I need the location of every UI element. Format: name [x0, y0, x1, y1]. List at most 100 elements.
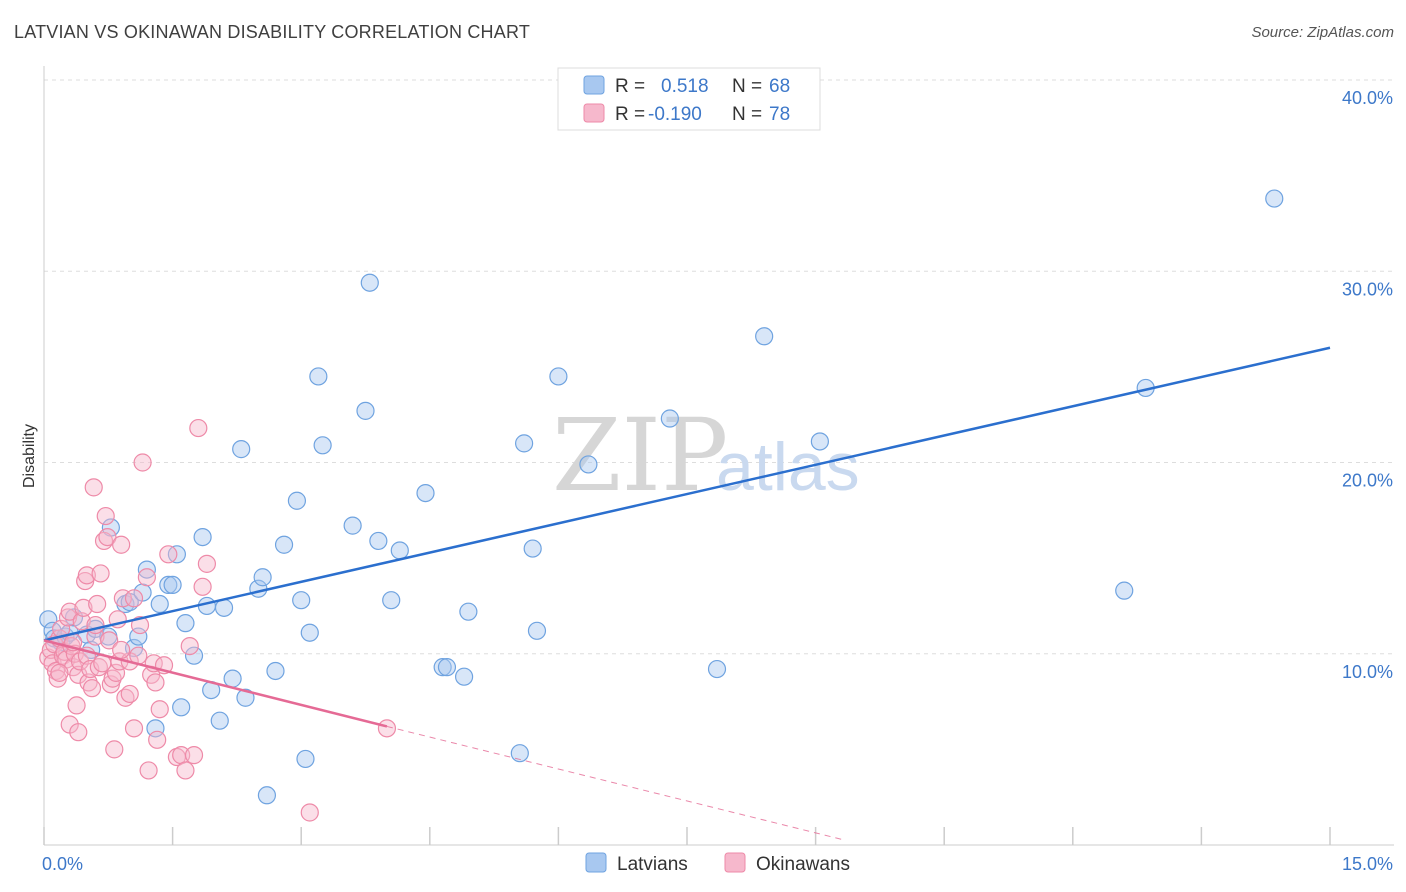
y-tick-label-0: 10.0% [1342, 662, 1393, 682]
okinawans-point-18 [69, 665, 88, 684]
latvians-point-29 [210, 711, 229, 730]
okinawans-point-40 [103, 669, 122, 688]
okinawans-point-69 [189, 418, 208, 438]
latvians-point-20 [159, 575, 178, 595]
bottom-legend: Latvians Okinawans [585, 852, 850, 875]
y-tick-label-1: 20.0% [1342, 471, 1393, 491]
legend-r-value-okinawans: -0.190 [648, 104, 702, 125]
okinawans-point-67 [180, 636, 199, 656]
okinawans-point-54 [133, 453, 152, 472]
legend-swatch-okinawans [583, 103, 605, 123]
legend-r-label-okinawans: R = [615, 104, 645, 125]
okinawans-point-63 [159, 545, 178, 564]
okinawans-point-29 [84, 478, 103, 497]
okinawans-point-19 [69, 723, 88, 742]
grid-layer [44, 79, 1394, 655]
bottom-legend-swatch-latvians [585, 852, 607, 873]
legend-n-value-latvians: 68 [769, 76, 790, 97]
okinawans-point-38 [100, 631, 119, 650]
okinawans-point-59 [146, 673, 165, 692]
okinawans-point-36 [96, 506, 115, 526]
y-tick-label-3: 40.0% [1342, 88, 1393, 108]
y-tick-labels: 10.0% 20.0% 30.0% 40.0% [1342, 88, 1393, 682]
latvians-point-49 [382, 591, 401, 610]
bottom-legend-label-latvians: Latvians [617, 854, 688, 875]
okinawans-trend-line [43, 639, 388, 728]
okinawans-point-61 [150, 700, 169, 719]
latvians-point-63 [707, 659, 727, 679]
y-axis-label: Disability [21, 424, 38, 488]
trend-layer [43, 346, 1331, 840]
latvians-point-21 [163, 575, 182, 595]
latvians-point-33 [236, 688, 255, 707]
latvians-point-37 [266, 661, 285, 681]
latvians-point-56 [510, 744, 529, 763]
latvians-point-42 [300, 623, 319, 642]
chart-title: LATVIAN VS OKINAWAN DISABILITY CORRELATI… [14, 22, 531, 42]
x-tick-label-0: 0.0% [42, 854, 83, 874]
okinawans-point-37 [98, 527, 117, 547]
latvians-point-36 [257, 786, 277, 805]
latvians-point-44 [313, 436, 332, 455]
points-layer [39, 189, 1284, 822]
okinawans-point-73 [377, 719, 397, 738]
latvians-point-58 [523, 539, 542, 558]
okinawans-point-70 [193, 577, 212, 596]
okinawans-point-26 [79, 673, 98, 692]
latvians-point-32 [232, 440, 251, 459]
okinawans-point-42 [106, 663, 126, 682]
okinawans-point-60 [148, 730, 167, 749]
okinawans-point-51 [124, 719, 144, 738]
latvians-point-26 [193, 527, 212, 547]
okinawans-point-33 [91, 564, 110, 583]
okinawans-trend-extension [386, 725, 842, 840]
latvians-point-65 [810, 432, 829, 451]
legend-r-value-latvians: 0.518 [661, 76, 709, 97]
okinawans-point-28 [82, 679, 102, 698]
okinawans-point-53 [130, 615, 150, 635]
legend-n-label-okinawans: N = [732, 104, 762, 125]
latvians-point-50 [390, 541, 409, 560]
okinawans-point-56 [139, 761, 158, 780]
x-tick-labels: 0.0% 15.0% [42, 854, 1393, 874]
okinawans-point-72 [300, 803, 319, 822]
okinawans-point-21 [72, 612, 91, 631]
series-okinawans [39, 418, 397, 822]
latvians-point-19 [150, 594, 169, 614]
latvians-point-24 [176, 614, 195, 633]
latvians-point-15 [129, 627, 148, 646]
axis-layer [43, 66, 1394, 846]
legend: R = 0.518 N = 68 R = -0.190 N = 78 [557, 67, 821, 131]
okinawans-point-77 [112, 640, 131, 660]
watermark-zip: ZIP [552, 397, 728, 514]
legend-n-value-okinawans: 78 [769, 104, 790, 125]
okinawans-point-68 [184, 746, 204, 765]
latvians-point-38 [274, 535, 294, 554]
okinawans-point-41 [105, 740, 124, 759]
bottom-legend-label-okinawans: Okinawans [756, 854, 850, 875]
latvians-point-54 [454, 667, 474, 686]
latvians-point-35 [253, 568, 272, 587]
latvians-point-39 [287, 491, 307, 510]
latvians-point-0 [39, 610, 58, 629]
latvians-point-68 [1265, 189, 1284, 208]
legend-swatch-latvians [583, 75, 605, 95]
latvians-point-64 [755, 327, 774, 346]
latvians-point-57 [515, 434, 534, 453]
latvians-point-27 [197, 596, 216, 616]
series-latvians [39, 189, 1284, 805]
okinawans-point-48 [120, 684, 139, 704]
okinawans-point-24 [77, 566, 96, 585]
latvians-point-45 [343, 516, 362, 535]
latvians-point-46 [356, 401, 375, 420]
latvians-trend-line [43, 346, 1331, 642]
okinawans-point-55 [137, 568, 156, 587]
watermark-atlas: atlas [716, 429, 860, 505]
okinawans-point-22 [74, 598, 93, 617]
latvians-point-55 [459, 602, 478, 621]
latvians-point-18 [146, 719, 165, 738]
latvians-point-66 [1115, 581, 1134, 600]
latvians-point-41 [296, 749, 315, 769]
okinawans-point-66 [176, 761, 195, 780]
